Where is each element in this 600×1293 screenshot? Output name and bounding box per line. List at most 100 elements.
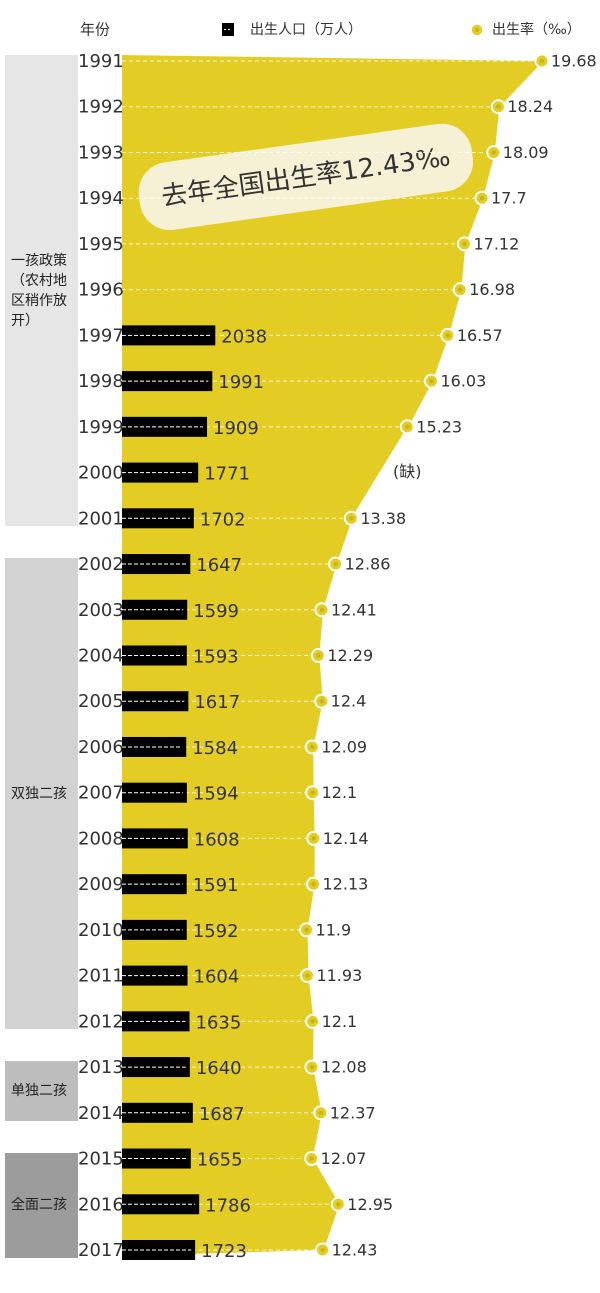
- year-label: 2009: [78, 874, 124, 895]
- year-label: 2014: [78, 1103, 124, 1124]
- rate-label: 19.68: [551, 52, 597, 71]
- birth-bar: [122, 1148, 191, 1169]
- year-label: 2003: [78, 600, 124, 621]
- legend-label: 出生人口（万人）: [250, 22, 362, 38]
- birth-label: 1584: [192, 738, 238, 759]
- birth-label: 1594: [193, 784, 239, 805]
- policy-group: 一孩政策（农村地区稍作放开）: [5, 55, 78, 527]
- rate-point-core: [539, 58, 545, 64]
- rate-point-core: [316, 653, 321, 658]
- birth-label: 1591: [193, 875, 239, 896]
- rate-label: 12.43: [332, 1241, 378, 1260]
- year-label: 2004: [78, 646, 124, 667]
- birth-label: 1635: [196, 1012, 242, 1033]
- year-label: 1993: [78, 142, 124, 163]
- rate-label: 12.37: [330, 1103, 376, 1122]
- birth-label: 1909: [213, 418, 259, 439]
- birth-label: 1723: [201, 1241, 247, 1262]
- annotation-box: [138, 123, 474, 231]
- rate-point-core: [333, 561, 338, 567]
- rate-label: 12.09: [321, 737, 367, 756]
- birth-label: 1592: [193, 921, 239, 942]
- year-label: 1996: [78, 280, 124, 301]
- year-label: 2001: [78, 508, 124, 529]
- year-label: 1995: [78, 234, 124, 255]
- rate-label: 13.38: [360, 509, 406, 528]
- category-header: 年份: [80, 21, 110, 39]
- year-label: 2011: [78, 966, 124, 987]
- rate-point-core: [349, 516, 354, 521]
- birth-label: 1604: [194, 967, 240, 988]
- birth-label: 1640: [196, 1058, 242, 1079]
- birth-label: 1991: [218, 372, 264, 393]
- rate-label: 12.86: [345, 555, 391, 574]
- rate-point-core: [491, 150, 497, 155]
- rate-label: 12.41: [331, 600, 377, 619]
- birth-label: 1647: [196, 555, 242, 576]
- rate-label: 12.1: [322, 1012, 358, 1031]
- policy-group: 全面二孩: [5, 1152, 78, 1258]
- rate-point-core: [318, 1110, 323, 1116]
- rate-label: 16.98: [469, 280, 515, 299]
- rate-point-core: [479, 195, 485, 201]
- birth-label: 1771: [204, 464, 250, 485]
- birth-label: 1786: [205, 1195, 251, 1216]
- birth-bar: [122, 1102, 193, 1123]
- rate-label: 12.08: [321, 1058, 367, 1077]
- rate-label: 12.1: [322, 783, 358, 802]
- year-label: 1998: [78, 371, 124, 392]
- year-label: 2013: [78, 1057, 124, 1078]
- rate-label: 16.03: [440, 372, 486, 391]
- birth-label: 2038: [221, 326, 267, 347]
- rate-point-core: [429, 378, 434, 384]
- rate-point-core: [336, 1202, 341, 1207]
- year-label: 2002: [78, 554, 124, 575]
- rate-label: 12.07: [321, 1149, 367, 1168]
- birth-bar: [122, 325, 216, 346]
- rate-label: 12.13: [323, 875, 369, 894]
- birth-label: 1617: [194, 692, 240, 713]
- year-label: 2006: [78, 737, 124, 758]
- rate-area-fill: [122, 55, 542, 1256]
- year-label: 2016: [78, 1194, 124, 1215]
- rate-label: 17.7: [491, 189, 527, 208]
- rate-point-core: [309, 1156, 314, 1161]
- rate-point-core: [458, 287, 463, 292]
- year-label: 1997: [78, 325, 124, 346]
- rate-label: 11.9: [316, 920, 352, 939]
- policy-group: 单独二孩: [5, 1061, 78, 1121]
- birth-label: 1702: [200, 509, 246, 530]
- birth-label: 1599: [193, 601, 239, 622]
- policy-group: 双独二孩: [5, 558, 78, 1030]
- year-label: 2005: [78, 691, 124, 712]
- rate-point-core: [309, 1064, 315, 1070]
- rate-label: 11.93: [316, 966, 362, 985]
- year-label: 2010: [78, 920, 124, 941]
- year-label: 2015: [78, 1149, 124, 1170]
- year-label: 2017: [78, 1240, 124, 1261]
- legend-label: 出生率（‰）: [492, 21, 581, 38]
- rate-label: 12.4: [331, 692, 367, 711]
- birth-bar: [122, 508, 194, 529]
- rate-label: 18.09: [503, 143, 549, 162]
- rate-point-core: [310, 744, 315, 750]
- year-label: 2007: [78, 783, 124, 804]
- rate-point-core: [311, 836, 317, 841]
- legend-swatch-core: [475, 28, 479, 32]
- birth-label: 1608: [194, 829, 240, 850]
- rate-label: 16.57: [457, 326, 503, 345]
- rate-point-core: [462, 241, 467, 247]
- rate-label: 12.29: [327, 646, 373, 665]
- rate-point-core: [320, 1247, 325, 1253]
- year-label: 1999: [78, 417, 124, 438]
- rate-label: 17.12: [473, 234, 519, 253]
- rate-point-core: [311, 881, 316, 887]
- year-label: 2000: [78, 463, 124, 484]
- rate-label: 12.95: [347, 1195, 393, 1214]
- birth-label: 1593: [193, 647, 239, 668]
- rate-point-core: [304, 927, 309, 933]
- year-label: 1994: [78, 188, 124, 209]
- rate-point-core: [445, 333, 451, 338]
- rate-point-core: [310, 1019, 315, 1024]
- birth-bar: [122, 554, 191, 575]
